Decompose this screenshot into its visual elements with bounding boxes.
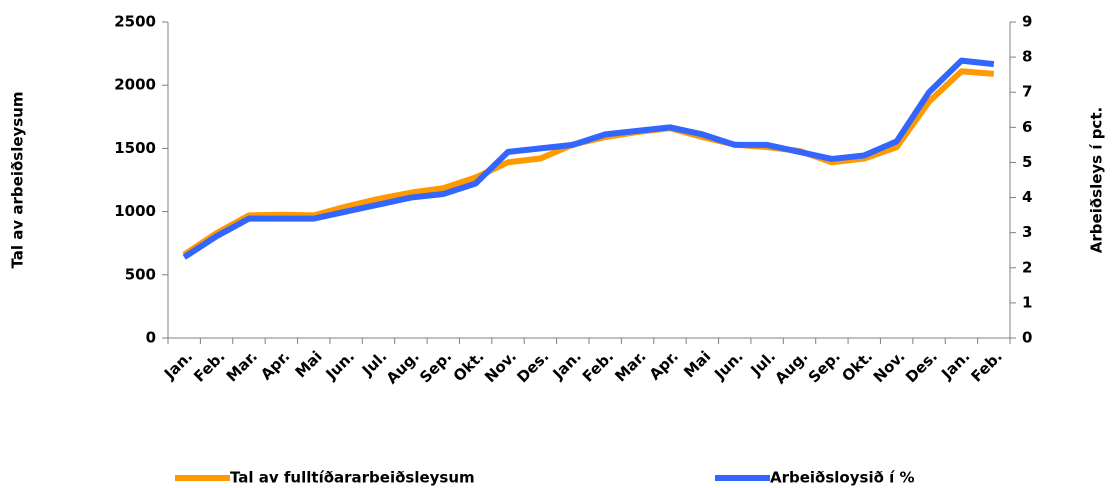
y2-axis-title: Arbeiðsleys í pct. (1088, 107, 1106, 253)
series-line (182, 57, 995, 260)
x-tick-label: Mar. (611, 347, 649, 385)
x-tick-label: Okt. (838, 347, 876, 385)
y2-tick-label: 0 (1022, 329, 1032, 347)
x-tick-label: Sep. (416, 347, 455, 386)
x-tick-label: Apr. (646, 347, 682, 383)
y-tick-label: 1500 (114, 139, 156, 157)
x-tick-label: Jun. (322, 347, 359, 384)
x-tick-label: Des. (513, 347, 552, 386)
x-tick-label: Feb. (579, 347, 617, 385)
x-tick-label: Feb. (190, 347, 228, 385)
x-tick-label: Feb. (967, 347, 1005, 385)
x-tick-label: Nov. (870, 347, 909, 386)
y2-tick-label: 5 (1022, 153, 1032, 171)
x-tick-label: Sep. (805, 347, 844, 386)
x-tick-label: Jan. (549, 347, 585, 383)
x-tick-label: Mar. (223, 347, 261, 385)
y-axis-title: Tal av arbeiðsleysum (9, 91, 27, 268)
x-tick-label: Apr. (257, 347, 293, 383)
y2-tick-label: 9 (1022, 13, 1032, 31)
legend-label: Tal av fulltíðararbeiðsleysum (230, 469, 475, 487)
x-tick-label: Jun. (710, 347, 747, 384)
x-tick-label: Aug. (383, 347, 423, 387)
x-tick-label: Jan. (937, 347, 973, 383)
legend-label: Arbeiðsloysið í % (770, 469, 915, 487)
x-tick-label: Aug. (771, 347, 811, 387)
y2-tick-label: 3 (1022, 223, 1032, 241)
x-tick-label: Mai (680, 347, 714, 381)
x-tick-label: Des. (902, 347, 941, 386)
x-tick-label: Jan. (160, 347, 196, 383)
y2-tick-label: 4 (1022, 188, 1032, 206)
series-line (182, 68, 995, 258)
y2-tick-label: 2 (1022, 258, 1032, 276)
y2-tick-label: 7 (1022, 83, 1032, 101)
y2-tick-label: 6 (1022, 118, 1032, 136)
x-tick-label: Nov. (481, 347, 520, 386)
y-tick-label: 2000 (114, 76, 156, 94)
y-tick-label: 500 (125, 265, 156, 283)
y-tick-label: 0 (146, 329, 156, 347)
x-tick-label: Mai (292, 347, 326, 381)
y-tick-label: 1000 (114, 202, 156, 220)
y2-tick-label: 1 (1022, 293, 1032, 311)
x-tick-label: Okt. (450, 347, 488, 385)
y2-tick-label: 8 (1022, 48, 1032, 66)
y-tick-label: 2500 (114, 13, 156, 31)
